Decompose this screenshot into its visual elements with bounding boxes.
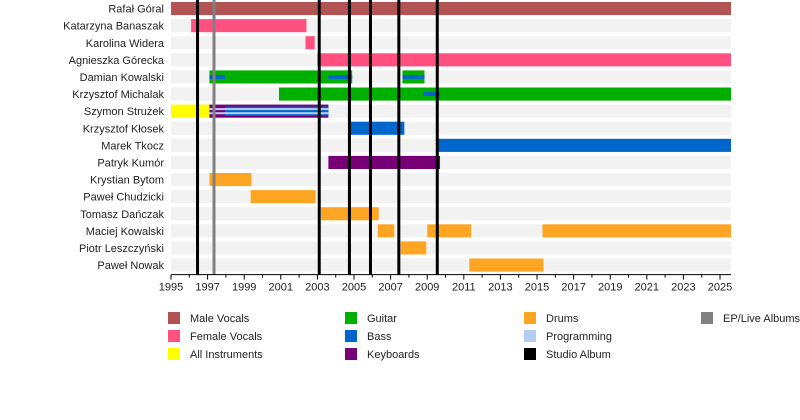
- legend-label: Guitar: [367, 313, 397, 325]
- bar-secondary-bass: [328, 74, 353, 79]
- legend-swatch: [524, 330, 536, 342]
- legend-label: Keyboards: [367, 349, 420, 361]
- legend-swatch: [524, 348, 536, 360]
- row-background: [171, 155, 731, 169]
- member-name: Agnieszka Górecka: [69, 55, 165, 67]
- bar-guitar: [209, 70, 353, 84]
- legend-swatch: [345, 348, 357, 360]
- bar-secondary-bass: [209, 74, 225, 79]
- member-name: Karolina Widera: [86, 38, 165, 50]
- legend-label: Bass: [367, 331, 392, 343]
- member-name: Marek Tkocz: [101, 140, 164, 152]
- bar-bass: [350, 121, 405, 135]
- legend-swatch: [345, 330, 357, 342]
- bar-drums: [250, 190, 316, 204]
- row-background: [171, 241, 731, 255]
- bar-programming: [209, 112, 329, 115]
- x-tick-label: 2005: [342, 282, 366, 294]
- bar-drums: [209, 173, 252, 187]
- bar-drums: [542, 224, 731, 238]
- legend-swatch: [168, 330, 180, 342]
- row-background: [171, 258, 731, 272]
- bar-secondary-bass: [402, 74, 425, 79]
- x-tick-label: 2009: [415, 282, 439, 294]
- row-background: [171, 36, 731, 50]
- x-tick-label: 2013: [488, 282, 512, 294]
- bar-drums: [427, 224, 472, 238]
- row-background: [171, 207, 731, 221]
- member-name: Patryk Kumór: [97, 157, 164, 169]
- bar-female-vocals: [191, 19, 307, 33]
- x-tick-label: 2021: [635, 282, 659, 294]
- legend-label: Drums: [546, 313, 579, 325]
- member-name: Krzysztof Michalak: [72, 89, 164, 101]
- row-background: [171, 19, 731, 33]
- bar-keyboards: [328, 155, 441, 169]
- bar-secondary-bass: [423, 92, 441, 97]
- x-tick-label: 2019: [598, 282, 622, 294]
- bar-bass-edge: [224, 106, 329, 116]
- bar-male-vocals: [171, 2, 731, 16]
- x-tick-label: 1999: [232, 282, 256, 294]
- legend-swatch: [524, 312, 536, 324]
- bar-all-instruments: [171, 104, 210, 118]
- legend-swatch: [168, 312, 180, 324]
- member-name: Paweł Chudzicki: [83, 192, 164, 204]
- row-background: [171, 173, 731, 187]
- x-tick-label: 1997: [195, 282, 219, 294]
- member-name: Szymon Strużek: [84, 106, 165, 118]
- x-tick-label: 2001: [269, 282, 293, 294]
- member-name: Katarzyna Banaszak: [63, 21, 164, 33]
- bar-guitar: [278, 87, 731, 101]
- legend-label: Programming: [546, 331, 612, 343]
- legend-label: Male Vocals: [190, 313, 250, 325]
- bar-female-vocals: [317, 53, 731, 67]
- member-name: Paweł Nowak: [97, 260, 164, 272]
- legend-label: All Instruments: [190, 349, 263, 361]
- member-name: Rafał Góral: [108, 4, 164, 16]
- legend-label: EP/Live Albums: [723, 313, 800, 325]
- member-name: Maciej Kowalski: [86, 226, 164, 238]
- x-tick-label: 1995: [159, 282, 183, 294]
- legend-swatch: [168, 348, 180, 360]
- legend-label: Female Vocals: [190, 331, 263, 343]
- x-tick-label: 2015: [525, 282, 549, 294]
- x-tick-label: 2023: [671, 282, 695, 294]
- bar-drums: [377, 224, 395, 238]
- x-tick-label: 2025: [708, 282, 732, 294]
- legend-swatch: [701, 312, 713, 324]
- member-name: Krystian Bytom: [90, 175, 164, 187]
- bar-bass: [438, 138, 731, 152]
- x-tick-label: 2003: [305, 282, 329, 294]
- member-name: Piotr Leszczyński: [79, 243, 164, 255]
- legend-swatch: [345, 312, 357, 324]
- x-tick-label: 2017: [561, 282, 585, 294]
- row-background: [171, 121, 731, 135]
- x-tick-label: 2011: [452, 282, 476, 294]
- bar-drums: [400, 241, 427, 255]
- bar-female-vocals: [305, 36, 315, 50]
- member-name: Damian Kowalski: [80, 72, 164, 84]
- member-name: Tomasz Dańczak: [80, 209, 164, 221]
- bar-drums: [469, 258, 544, 272]
- legend-label: Studio Album: [546, 349, 611, 361]
- member-name: Krzysztof Kłosek: [83, 123, 165, 135]
- x-tick-label: 2007: [378, 282, 402, 294]
- bar-programming: [209, 108, 329, 111]
